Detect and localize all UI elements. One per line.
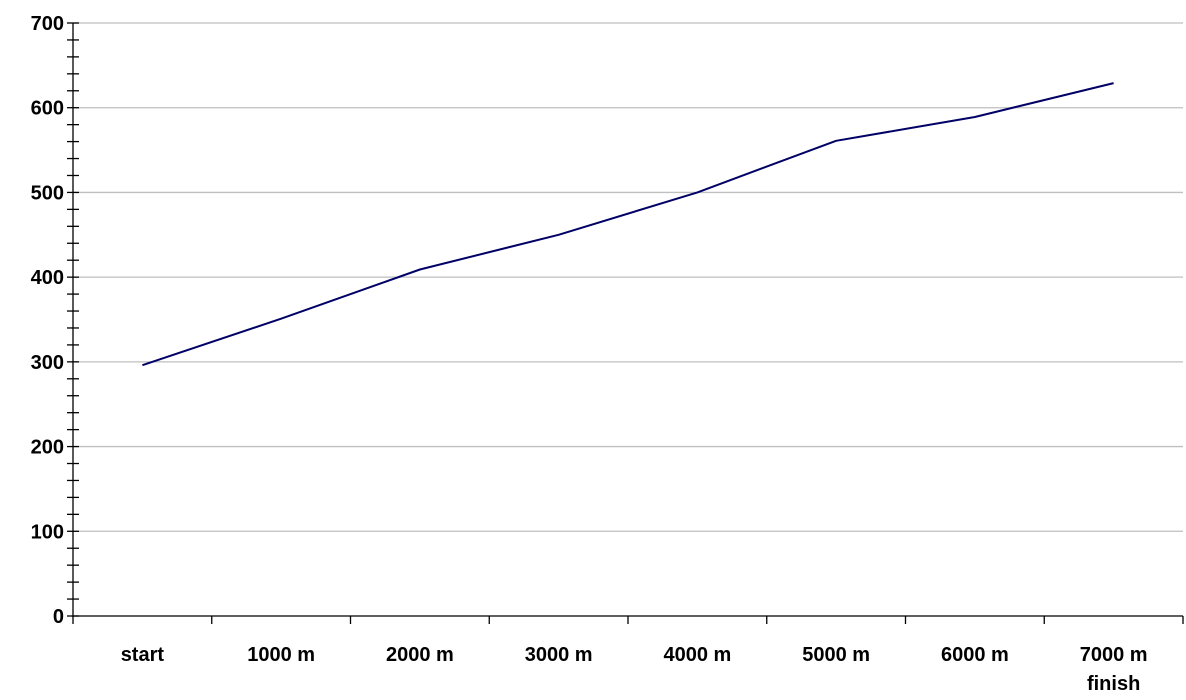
y-tick-label: 400 <box>31 267 64 289</box>
y-tick-label: 100 <box>31 521 64 543</box>
x-tick-label: 7000 m <box>1080 644 1148 666</box>
y-tick-label: 600 <box>31 98 64 120</box>
x-tick-sublabel: finish <box>1087 673 1140 695</box>
y-tick-label: 0 <box>53 606 64 628</box>
x-tick-label: 1000 m <box>247 644 315 666</box>
gridlines <box>73 22 1183 532</box>
y-tick-label: 200 <box>31 437 64 459</box>
x-tick-label: 2000 m <box>386 644 454 666</box>
x-tick-label: 5000 m <box>802 644 870 666</box>
x-tick-label: 4000 m <box>663 644 731 666</box>
x-tick-label: 6000 m <box>941 644 1009 666</box>
y-tick-label: 500 <box>31 182 64 204</box>
x-tick-label: start <box>121 644 165 666</box>
x-tick-label: 3000 m <box>525 644 593 666</box>
y-tick-label: 700 <box>31 13 64 35</box>
series-layer <box>142 82 1114 367</box>
series-line <box>142 82 1114 367</box>
axes <box>67 22 1184 624</box>
y-tick-label: 300 <box>31 352 64 374</box>
tick-labels: 0 100 200 300 400 500 600 700 start 1000 m 2000 m 3… <box>31 13 1148 695</box>
